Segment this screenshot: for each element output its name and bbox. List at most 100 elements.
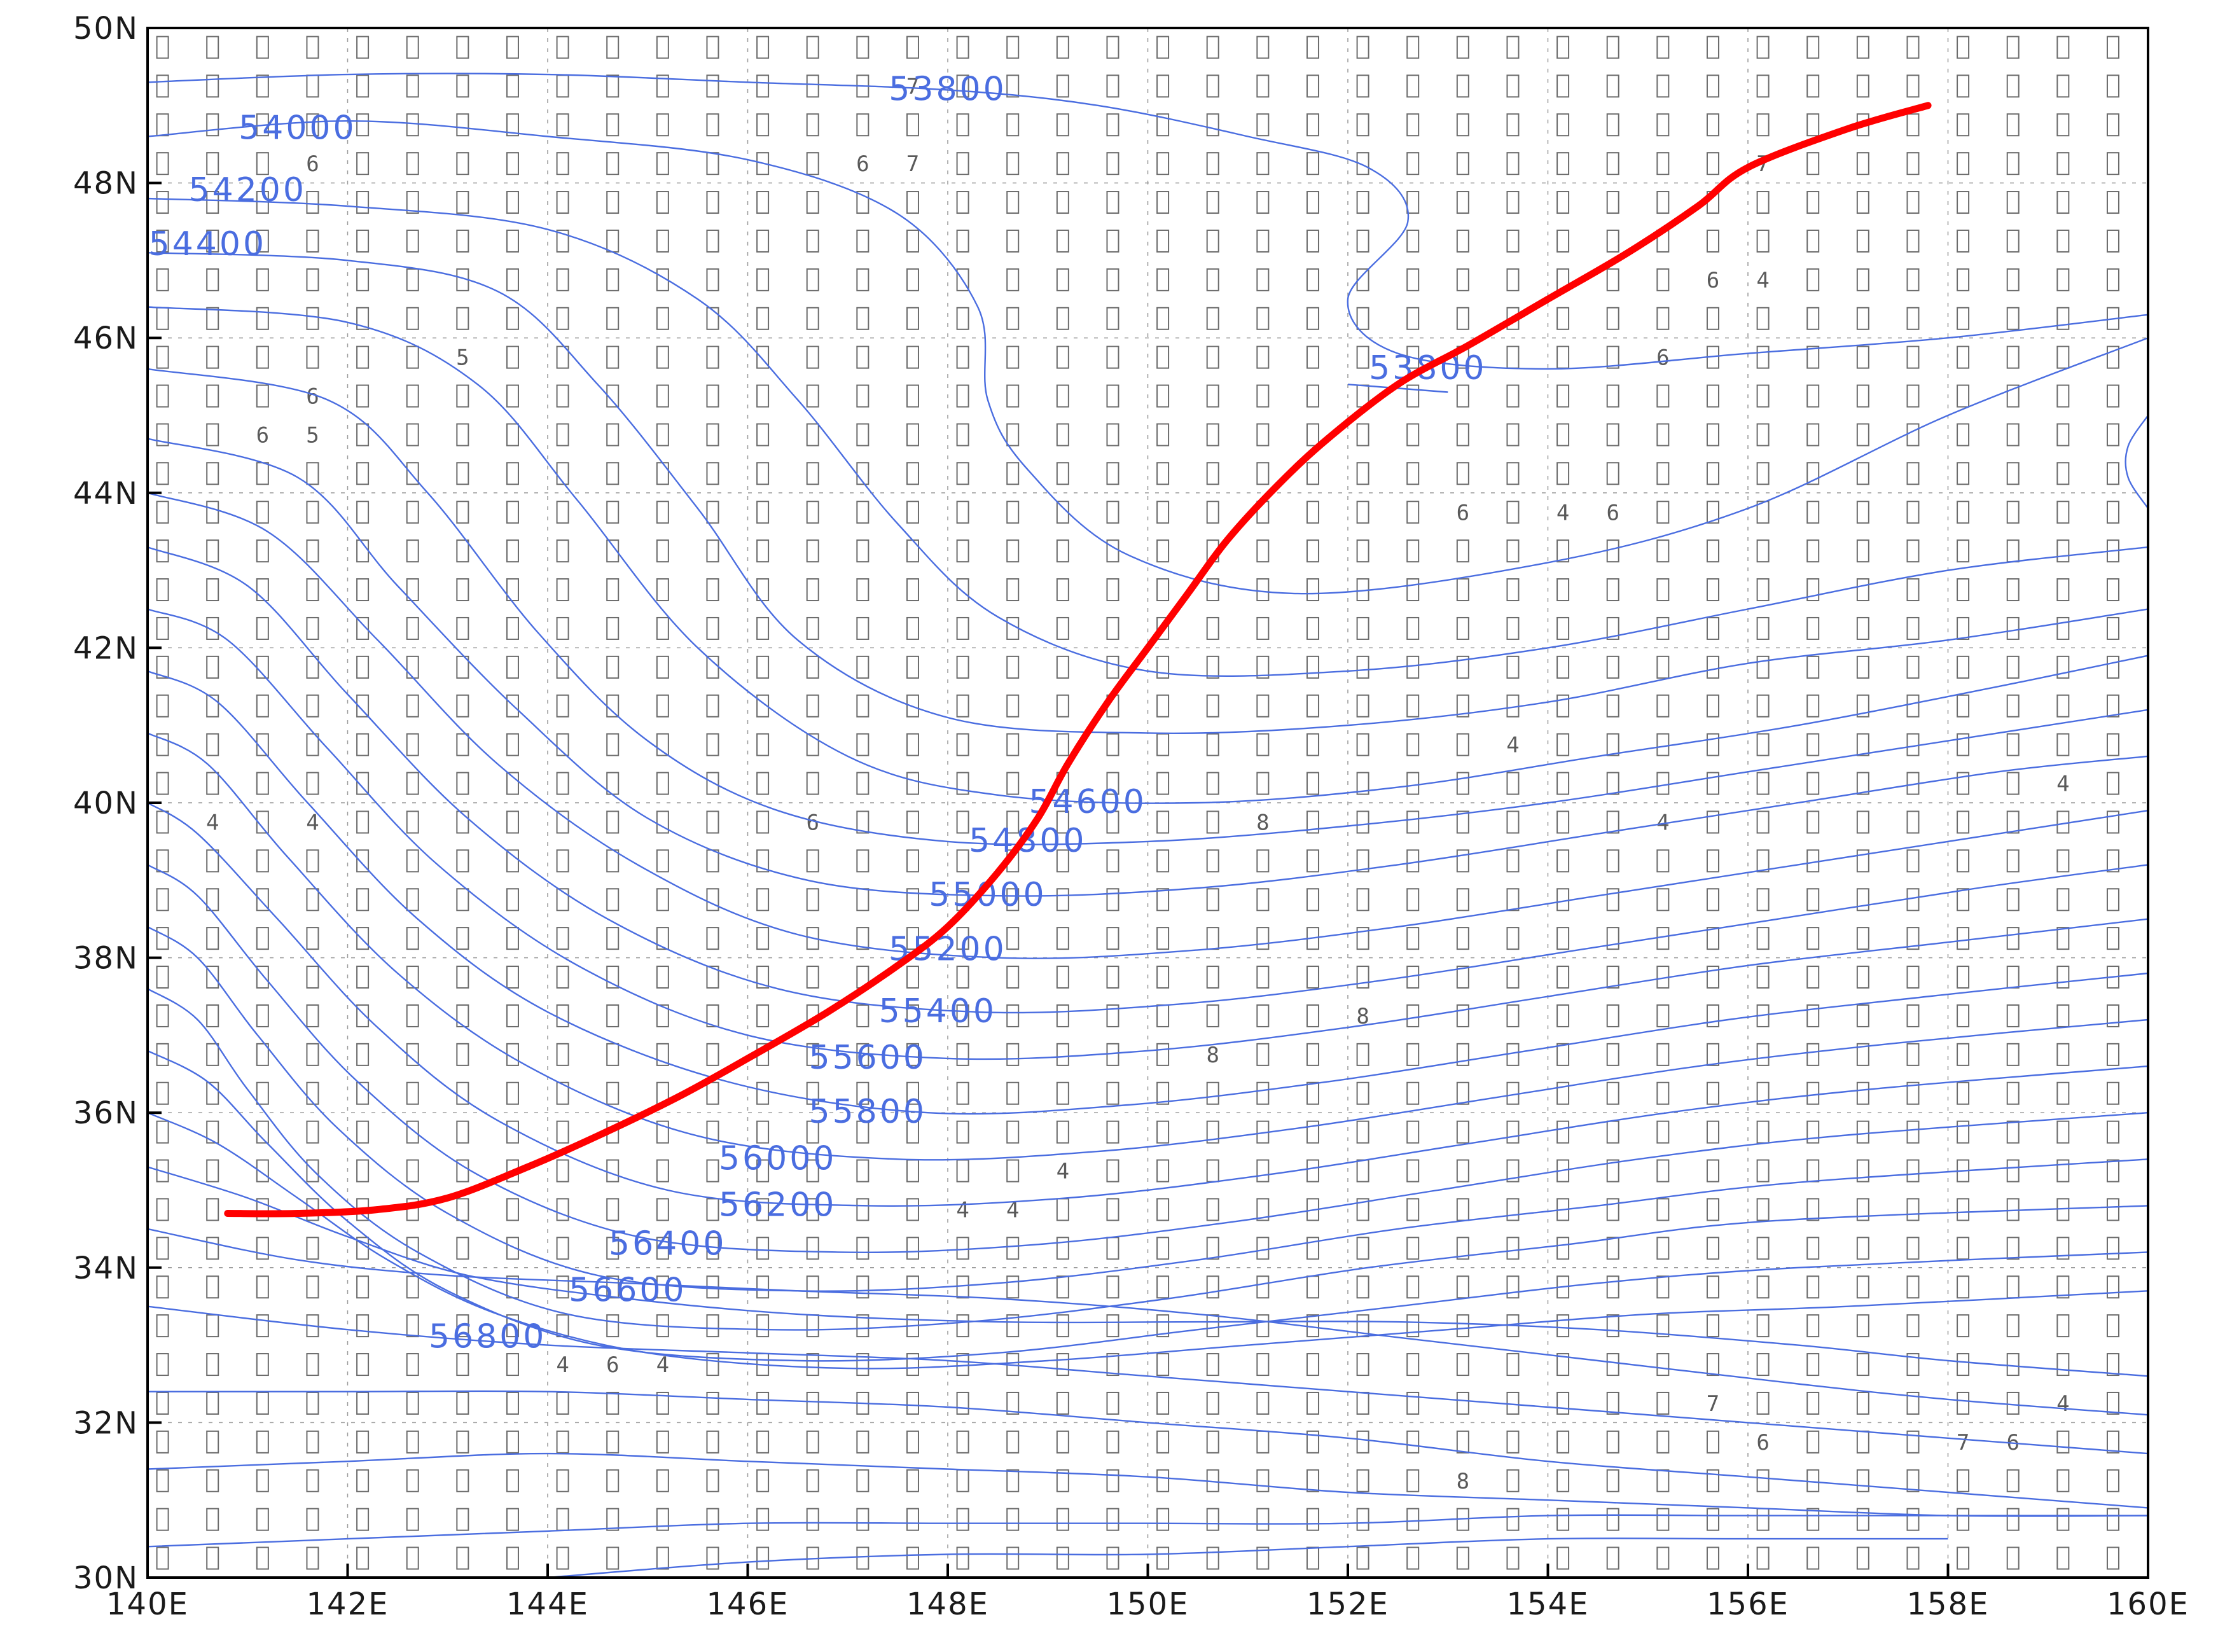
station-box: [1556, 384, 1570, 408]
x-tick-label: 152E: [1307, 1586, 1389, 1622]
station-digit: 6: [256, 422, 269, 448]
station-box: [1806, 113, 1820, 137]
station-box: [1006, 888, 1020, 912]
station-box: [306, 307, 319, 330]
station-box: [1406, 616, 1420, 640]
station-box: [206, 1353, 219, 1377]
station-box: [2006, 927, 2020, 950]
station-box: [1356, 1469, 1369, 1492]
station-box: [756, 1275, 770, 1299]
station-box: [1306, 578, 1319, 602]
station-box: [1756, 1198, 1770, 1221]
station-box: [356, 113, 370, 137]
contour-line-54000: [148, 120, 2148, 595]
station-box: [1957, 1391, 1970, 1415]
station-box: [1206, 36, 1219, 59]
station-box: [756, 1391, 770, 1415]
station-box: [1706, 462, 1719, 485]
station-box: [456, 36, 469, 59]
station-box: [1556, 927, 1570, 950]
station-box: [1957, 1081, 1970, 1105]
station-box: [406, 1546, 419, 1570]
station-box: [1856, 1198, 1869, 1221]
station-box: [1256, 616, 1270, 640]
station-box: [606, 1430, 620, 1454]
station-box: [206, 1430, 219, 1454]
station-box: [806, 113, 819, 137]
station-box: [156, 462, 169, 485]
station-box: [356, 423, 370, 447]
station-box: [1056, 616, 1069, 640]
station-box: [156, 539, 169, 563]
station-box: [1706, 1469, 1719, 1492]
station-digit: 4: [1556, 500, 1569, 525]
station-box: [1406, 501, 1420, 524]
station-box: [806, 1391, 819, 1415]
station-box: [1406, 152, 1420, 176]
station-box: [1156, 1508, 1170, 1531]
station-digit: 6: [856, 151, 869, 177]
station-box: [306, 113, 319, 137]
station-box: [256, 849, 269, 873]
station-box: [1756, 849, 1770, 873]
station-box: [1156, 501, 1170, 524]
station-box: [656, 1430, 669, 1454]
station-box: [456, 1120, 469, 1144]
station-box: [556, 733, 569, 756]
station-box: [1957, 1314, 1970, 1338]
station-box: [256, 345, 269, 369]
station-box: [1856, 36, 1869, 59]
station-box: [456, 1004, 469, 1027]
station-box: [906, 1237, 919, 1260]
station-box: [706, 1081, 719, 1105]
station-box: [2056, 578, 2070, 602]
station-box: [156, 229, 169, 253]
station-box: [556, 810, 569, 834]
station-box: [1656, 1508, 1670, 1531]
station-box: [306, 1043, 319, 1066]
station-box: [956, 578, 969, 602]
station-box: [956, 113, 969, 137]
station-box: [1306, 1391, 1319, 1415]
station-box: [1806, 423, 1820, 447]
station-box: [2106, 616, 2119, 640]
station-box: [1906, 1275, 1920, 1299]
station-box: [1856, 578, 1869, 602]
station-box: [2056, 733, 2070, 756]
station-box: [1806, 927, 1820, 950]
station-box: [1456, 694, 1469, 718]
station-box: [1356, 1508, 1369, 1531]
station-box: [306, 345, 319, 369]
station-box: [756, 1469, 770, 1492]
station-box: [1056, 268, 1069, 291]
contour-line-54400: [148, 252, 2148, 734]
station-box: [156, 1198, 169, 1221]
station-box: [806, 966, 819, 989]
station-box: [156, 655, 169, 679]
station-box: [1606, 1159, 1619, 1183]
station-box: [1006, 1159, 1020, 1183]
station-box: [206, 501, 219, 524]
station-box: [1356, 1546, 1369, 1570]
station-box: [2006, 1353, 2020, 1377]
station-box: [1506, 1430, 1520, 1454]
station-box: [1556, 307, 1570, 330]
station-box: [506, 384, 519, 408]
station-box: [1856, 74, 1869, 98]
station-box: [156, 1159, 169, 1183]
station-box: [1056, 229, 1069, 253]
station-box: [1306, 501, 1319, 524]
station-box: [1456, 1430, 1469, 1454]
station-box: [156, 345, 169, 369]
station-box: [1756, 1159, 1770, 1183]
station-box: [356, 810, 370, 834]
station-box: [356, 36, 370, 59]
station-box: [1256, 1043, 1270, 1066]
station-box: [1356, 191, 1369, 214]
station-box: [906, 307, 919, 330]
station-box: [1206, 268, 1219, 291]
station-box: [1556, 616, 1570, 640]
station-box: [1456, 423, 1469, 447]
station-box: [956, 616, 969, 640]
station-box: [1306, 268, 1319, 291]
